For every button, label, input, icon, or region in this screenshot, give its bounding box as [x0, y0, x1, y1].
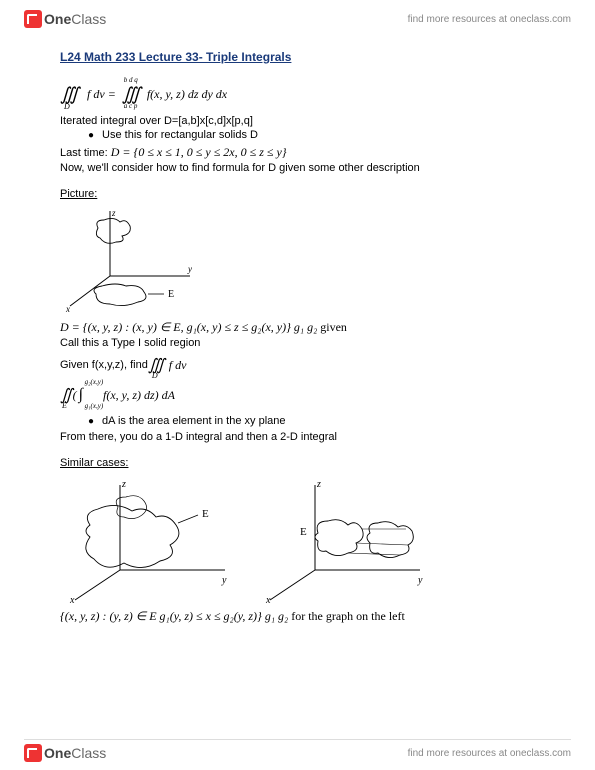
logo-text: OneClass [44, 11, 106, 27]
lecture-title: L24 Math 233 Lecture 33- Triple Integral… [60, 50, 535, 64]
bullet-icon: ● [88, 129, 94, 143]
svg-text:z: z [111, 208, 116, 218]
equation-iterated-2d: ∬ E ( g₂(x,y) ∫ g₁(x,y) f(x, y, z) dz) d… [60, 385, 535, 405]
given-prefix: Given f(x,y,z), find [60, 359, 148, 371]
given-line: Given f(x,y,z), find ∭ D f dv [60, 355, 535, 375]
bullet-use-for: ● Use this for rectangular solids D [88, 129, 535, 143]
document-content: L24 Math 233 Lecture 33- Triple Integral… [0, 34, 595, 624]
svg-text:y: y [221, 575, 227, 586]
logo-icon [24, 744, 42, 762]
bottom-equation: {(x, y, z) : (y, z) ∈ E g₁(y, z) ≤ x ≤ g… [60, 609, 535, 624]
bullet-text: dA is the area element in the xy plane [102, 415, 285, 429]
footer-link[interactable]: find more resources at oneclass.com [408, 748, 571, 759]
similar-cases-label: Similar cases: [60, 457, 535, 469]
iterated-text: Iterated integral over D=[a,b]x[c,d]x[p,… [60, 115, 535, 127]
sketch-similar-cases: z y x E z y x E [60, 475, 535, 605]
footer-divider [24, 739, 571, 740]
svg-text:E: E [202, 508, 209, 520]
logo: OneClass [24, 10, 106, 28]
svg-text:y: y [187, 264, 192, 274]
logo-icon [24, 10, 42, 28]
picture-label: Picture: [60, 188, 535, 200]
bullet-text: Use this for rectangular solids D [102, 129, 258, 143]
now-text: Now, we'll consider how to find formula … [60, 162, 535, 174]
last-time-label: Last time: [60, 147, 108, 159]
svg-text:E: E [300, 526, 307, 538]
svg-text:x: x [65, 304, 70, 314]
type1-label: Call this a Type I solid region [60, 337, 535, 349]
last-time-line: Last time: D = {0 ≤ x ≤ 1, 0 ≤ y ≤ 2x, 0… [60, 145, 535, 160]
sketch-type1: z y x E [60, 206, 535, 316]
bullet-icon: ● [88, 415, 94, 429]
svg-text:E: E [168, 289, 174, 300]
page-header: OneClass find more resources at oneclass… [0, 0, 595, 34]
bullet-dA: ● dA is the area element in the xy plane [88, 415, 535, 429]
svg-text:x: x [265, 595, 271, 605]
header-link[interactable]: find more resources at oneclass.com [408, 14, 571, 25]
given-post: f dv [169, 358, 187, 373]
footer-logo: OneClass [24, 744, 106, 762]
page-footer: OneClass find more resources at oneclass… [0, 744, 595, 762]
svg-text:z: z [316, 479, 321, 490]
logo-text: OneClass [44, 745, 106, 761]
d-definition: D = {(x, y, z) : (x, y) ∈ E, g₁(x, y) ≤ … [60, 320, 535, 335]
svg-text:z: z [121, 479, 126, 490]
svg-text:y: y [417, 575, 423, 586]
from-there-text: From there, you do a 1-D integral and th… [60, 431, 535, 443]
svg-text:x: x [69, 595, 75, 605]
equation-triple-integral: ∭ D f dv = b d q ∭ a c p f(x, y, z) dz d… [60, 84, 535, 105]
last-time-math: D = {0 ≤ x ≤ 1, 0 ≤ y ≤ 2x, 0 ≤ z ≤ y} [111, 145, 287, 159]
